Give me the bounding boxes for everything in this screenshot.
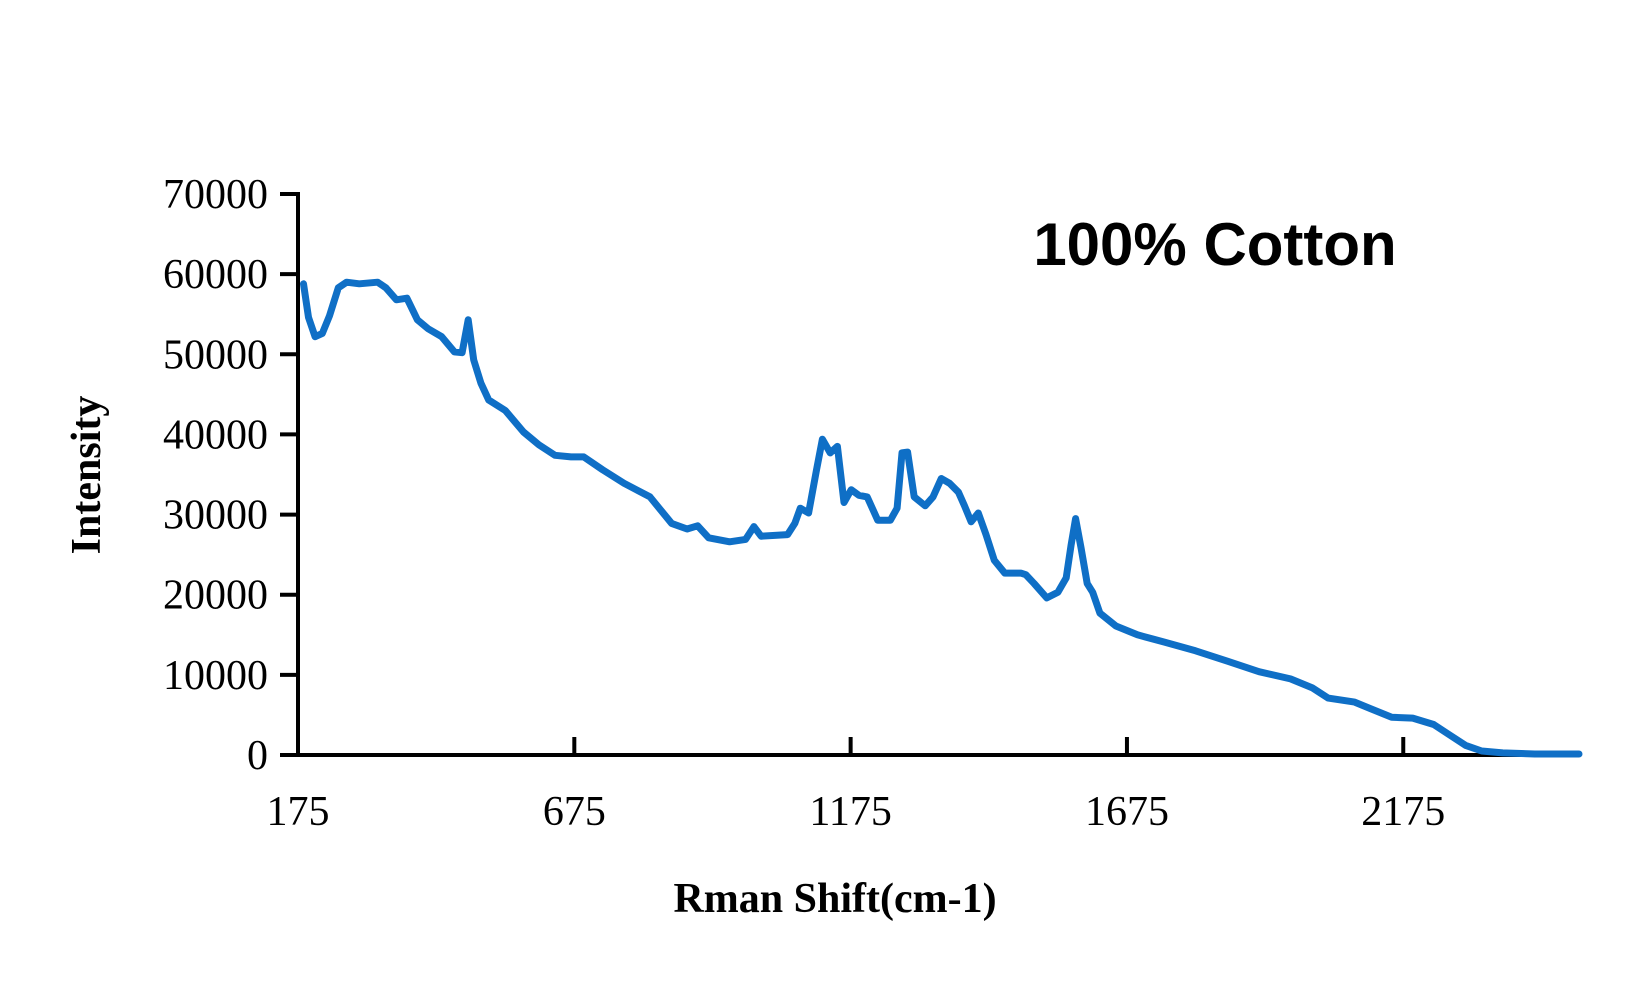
y-tick-label: 40000 <box>163 412 268 458</box>
y-tick-label: 10000 <box>163 653 268 699</box>
x-tick-label: 675 <box>543 789 606 835</box>
y-tick-label: 20000 <box>163 573 268 619</box>
x-tick-label: 1675 <box>1085 789 1169 835</box>
y-axis-label: Intensity <box>64 396 110 555</box>
data-line <box>300 278 1583 758</box>
x-axis-label: Rman Shift(cm-1) <box>673 876 996 922</box>
x-tick-label: 1175 <box>809 789 891 835</box>
y-tick-label: 60000 <box>163 252 268 298</box>
y-tick-label: 30000 <box>163 493 268 539</box>
x-tick-label: 2175 <box>1361 789 1445 835</box>
y-tick-label: 70000 <box>163 172 268 218</box>
y-tick-label: 50000 <box>163 332 268 378</box>
x-tick-label: 175 <box>267 789 330 835</box>
y-tick-label: 0 <box>247 733 268 779</box>
chart-title: 100% Cotton <box>1033 211 1396 278</box>
